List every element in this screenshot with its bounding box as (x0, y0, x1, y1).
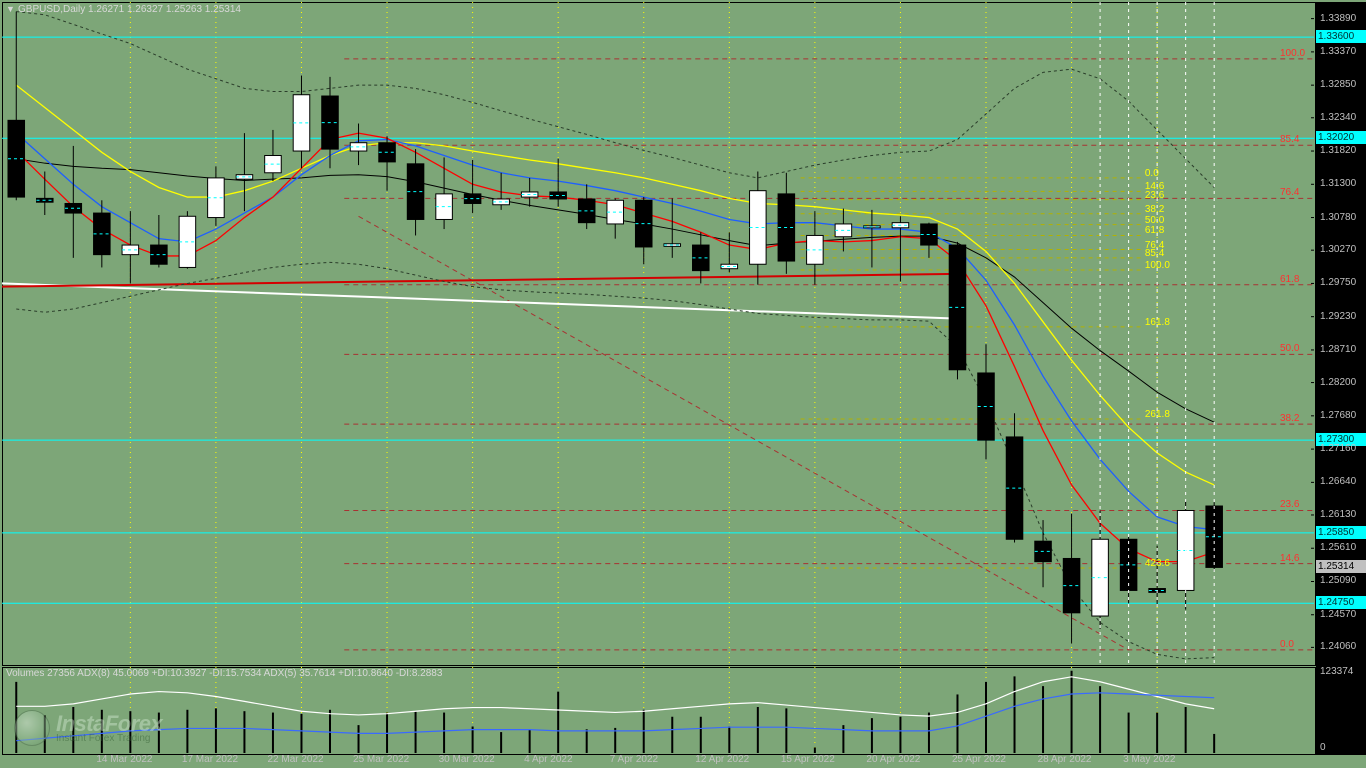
fib-red-label: 14.6 (1280, 553, 1299, 564)
fib-yellow-label: 23.6 (1145, 190, 1164, 201)
y-tick-label: 1.24570 (1320, 609, 1356, 620)
watermark-text: InstaForexInstant Forex Trading (56, 713, 162, 744)
y-tick-label: 1.29750 (1320, 277, 1356, 288)
watermark-brand: InstaForex (56, 713, 162, 735)
x-tick-label: 28 Apr 2022 (1038, 754, 1092, 765)
y-tick-label: 1.33890 (1320, 13, 1356, 24)
x-tick-label: 15 Apr 2022 (781, 754, 835, 765)
fib-yellow-label: 50.0 (1145, 215, 1164, 226)
cyan-level-tag: 1.24750 (1316, 596, 1366, 609)
fib-yellow-label: 161.8 (1145, 317, 1170, 328)
y-tick-label: 1.32850 (1320, 79, 1356, 90)
x-tick-label: 20 Apr 2022 (866, 754, 920, 765)
y-tick-label: 1.33370 (1320, 46, 1356, 57)
fib-yellow-label: 261.8 (1145, 409, 1170, 420)
chart-menu-arrow-icon[interactable]: ▼ (6, 4, 15, 14)
y-tick-label: 1.27680 (1320, 410, 1356, 421)
fib-yellow-label: 61.8 (1145, 225, 1164, 236)
y-tick-label: 1.28200 (1320, 377, 1356, 388)
x-tick-label: 4 Apr 2022 (524, 754, 572, 765)
main-price-panel[interactable] (2, 2, 1316, 666)
chart-header-label: GBPUSD,Daily 1.26271 1.26327 1.25263 1.2… (18, 4, 241, 15)
cyan-level-tag: 1.32020 (1316, 131, 1366, 144)
y-tick-label: 1.28710 (1320, 344, 1356, 355)
y-tick-label: 1.31300 (1320, 178, 1356, 189)
cyan-level-tag: 1.33600 (1316, 30, 1366, 43)
y-tick-label: 1.30780 (1320, 212, 1356, 223)
fib-yellow-label: 38.2 (1145, 204, 1164, 215)
fib-yellow-label: 0.0 (1145, 168, 1159, 179)
fib-red-label: 85.4 (1280, 134, 1299, 145)
fib-red-label: 0.0 (1280, 639, 1294, 650)
current-price-tag: 1.25314 (1316, 560, 1366, 573)
ind-y-tick-label: 0 (1320, 742, 1326, 753)
x-tick-label: 22 Mar 2022 (267, 754, 323, 765)
y-tick-label: 1.26640 (1320, 476, 1356, 487)
fib-red-label: 23.6 (1280, 499, 1299, 510)
fib-red-label: 61.8 (1280, 274, 1299, 285)
watermark: InstaForexInstant Forex Trading (14, 710, 162, 746)
y-tick-label: 1.32340 (1320, 112, 1356, 123)
fib-red-label: 100.0 (1280, 48, 1305, 59)
fib-yellow-label: 423.6 (1145, 558, 1170, 569)
y-tick-label: 1.27160 (1320, 443, 1356, 454)
x-tick-label: 25 Apr 2022 (952, 754, 1006, 765)
fib-yellow-label: 85.4 (1145, 248, 1164, 259)
x-tick-label: 12 Apr 2022 (695, 754, 749, 765)
x-tick-label: 14 Mar 2022 (96, 754, 152, 765)
cyan-level-tag: 1.25850 (1316, 526, 1366, 539)
x-tick-label: 7 Apr 2022 (610, 754, 658, 765)
y-tick-label: 1.31820 (1320, 145, 1356, 156)
ind-y-tick-label: 123374 (1320, 666, 1353, 677)
y-tick-label: 1.25090 (1320, 575, 1356, 586)
y-tick-label: 1.30270 (1320, 244, 1356, 255)
watermark-sub: Instant Forex Trading (56, 733, 162, 744)
fib-red-label: 50.0 (1280, 343, 1299, 354)
y-tick-label: 1.25610 (1320, 542, 1356, 553)
chart-root: 1.336001.320201.273001.258501.24750100.0… (0, 0, 1366, 768)
x-tick-label: 30 Mar 2022 (439, 754, 495, 765)
fib-red-label: 76.4 (1280, 187, 1299, 198)
y-tick-label: 1.24060 (1320, 641, 1356, 652)
indicator-header-label: Volumes 27356 ADX(8) 45.0069 +DI:10.3927… (6, 668, 442, 679)
x-tick-label: 3 May 2022 (1123, 754, 1175, 765)
y-tick-label: 1.26130 (1320, 509, 1356, 520)
x-tick-label: 25 Mar 2022 (353, 754, 409, 765)
x-tick-label: 17 Mar 2022 (182, 754, 238, 765)
fib-yellow-label: 100.0 (1145, 260, 1170, 271)
fib-red-label: 38.2 (1280, 413, 1299, 424)
indicator-panel[interactable] (2, 667, 1316, 755)
y-tick-label: 1.29230 (1320, 311, 1356, 322)
watermark-globe-icon (14, 710, 50, 746)
